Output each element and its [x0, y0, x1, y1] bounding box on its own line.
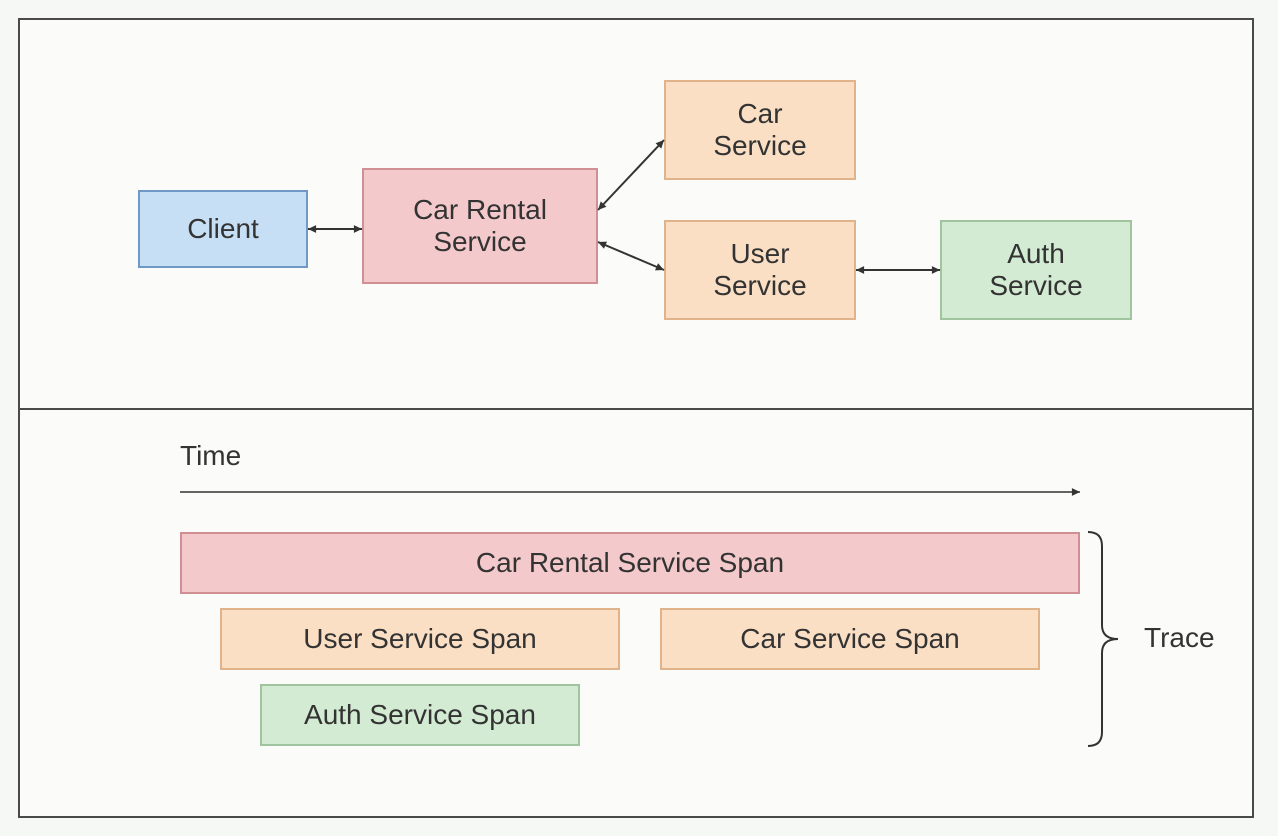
timeline-panel: Time Trace Car Rental Service Span User S…: [20, 408, 1252, 818]
node-rental: Car Rental Service: [362, 168, 598, 284]
time-axis-label: Time: [180, 440, 241, 472]
span-rental-span: Car Rental Service Span: [180, 532, 1080, 594]
architecture-panel: Client Car Rental Service Car Service User …: [20, 20, 1252, 408]
span-car-span: Car Service Span: [660, 608, 1040, 670]
diagram-frame: Client Car Rental Service Car Service User …: [18, 18, 1254, 818]
node-auth: Auth Service: [940, 220, 1132, 320]
span-auth-span: Auth Service Span: [260, 684, 580, 746]
trace-label: Trace: [1144, 622, 1215, 654]
span-user-span: User Service Span: [220, 608, 620, 670]
node-car: Car Service: [664, 80, 856, 180]
node-user: User Service: [664, 220, 856, 320]
node-client: Client: [138, 190, 308, 268]
